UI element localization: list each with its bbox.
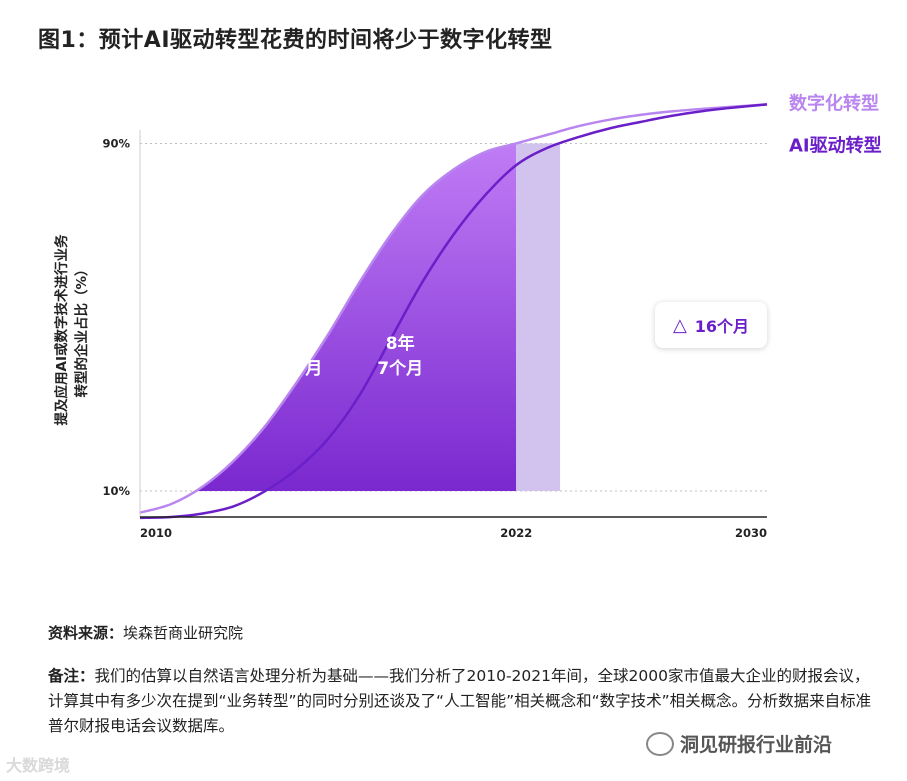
x-tick-label: 2022 [500, 526, 532, 540]
x-tick-label: 2010 [140, 526, 172, 540]
y-axis-label-line1: 提及应用AI或数字技术进行业务 [54, 234, 70, 426]
duration-label-line1: 9年 [279, 333, 308, 354]
watermark-left: 大数跨境 [6, 756, 71, 775]
triangle-up-icon: △ [672, 314, 687, 336]
wechat-icon [646, 731, 674, 756]
legend-label-ai: AI驱动转型 [789, 134, 882, 156]
note-paragraph: 备注：我们的估算以自然语言处理分析为基础——我们分析了2010-2021年间，全… [48, 664, 878, 739]
y-tick-label: 10% [102, 484, 130, 498]
chart-title: 图1：预计AI驱动转型花费的时间将少于数字化转型 [38, 28, 553, 53]
chart-svg: 10% 90% 2010 2022 2030 数字化转型 AI驱动转型 9年 11个月 8年 7个月 [102, 92, 882, 540]
delta-label: 16个月 [694, 317, 750, 336]
y-tick-label: 90% [102, 136, 130, 150]
legend-label-digital: 数字化转型 [789, 92, 879, 114]
series-line-ai [139, 103, 768, 520]
delta-span-area [516, 143, 561, 491]
x-tick-label: 2030 [735, 526, 767, 540]
source-label: 资料来源： [48, 624, 124, 642]
watermark-right: 洞见研报行业前沿 [646, 730, 832, 757]
duration-label-line1: 8年 [386, 333, 415, 354]
duration-label-line2: 11个月 [265, 358, 323, 379]
watermark-right-text: 洞见研报行业前沿 [680, 734, 833, 756]
y-axis-label-line2: 转型的企业占比（%） [74, 262, 90, 398]
digital-transformation-area [194, 143, 517, 491]
delta-callout: △ 16个月 [655, 302, 767, 348]
note-text: 我们的估算以自然语言处理分析为基础——我们分析了2010-2021年间，全球20… [48, 667, 872, 735]
series-line-digital [139, 103, 768, 514]
duration-label-line2: 7个月 [377, 358, 423, 379]
y-axis-label: 提及应用AI或数字技术进行业务 转型的企业占比（%） [52, 200, 92, 460]
source-line: 资料来源：埃森哲商业研究院 [48, 622, 243, 643]
source-text: 埃森哲商业研究院 [123, 624, 244, 642]
note-label: 备注： [48, 667, 95, 685]
